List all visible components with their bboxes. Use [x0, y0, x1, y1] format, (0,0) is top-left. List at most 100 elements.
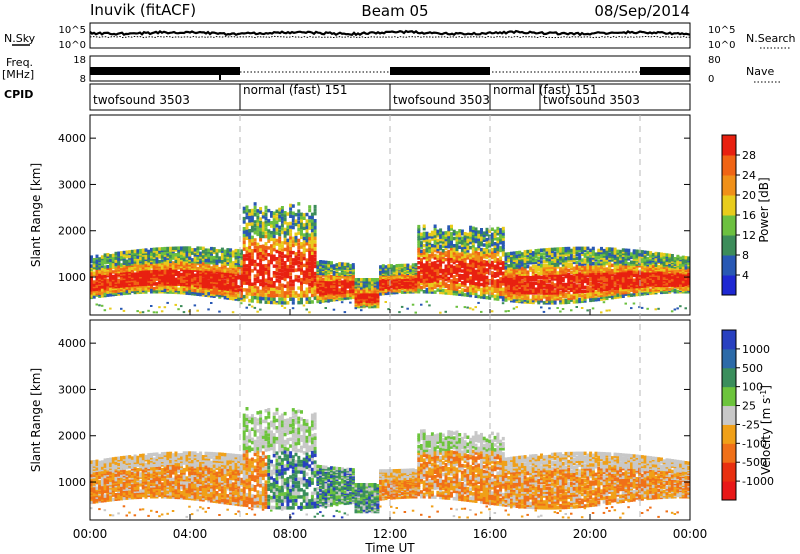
power-cell-4225: [567, 268, 571, 273]
power-cell-578: [152, 311, 156, 314]
power-cell-1801: [291, 240, 295, 244]
power-cell-1332: [237, 249, 241, 253]
power-cell-4567: [605, 256, 609, 260]
power-cell-4447: [591, 307, 595, 310]
power-cell-3127: [444, 246, 448, 251]
power-cell-4512: [600, 265, 603, 270]
power-cell-4514: [600, 261, 603, 266]
power-cell-4110: [553, 255, 557, 259]
power-cell-3830: [523, 294, 527, 299]
power-cell-4418: [589, 254, 593, 258]
power-cell-2703: [395, 266, 399, 270]
power-cell-1512: [259, 262, 263, 266]
power-cell-4202: [564, 264, 568, 269]
power-cell-4240: [570, 286, 573, 290]
power-cell-1851: [300, 294, 303, 298]
power-cell-3241: [458, 269, 462, 273]
power-cell-4496: [600, 295, 603, 299]
power-cell-58: [95, 266, 99, 270]
power-cell-4440: [591, 258, 595, 262]
power-cell-4768: [630, 288, 633, 292]
power-cell-1823: [294, 222, 298, 227]
power-cell-4426: [591, 288, 595, 293]
power-cell-2952: [425, 259, 429, 264]
power-cell-3453: [480, 240, 483, 244]
power-cell-4786: [630, 307, 633, 310]
power-cell-932: [193, 273, 197, 277]
power-cell-4702: [621, 277, 625, 281]
power-cell-3785: [518, 279, 522, 284]
power-cell-2999: [430, 277, 434, 281]
power-cell-1427: [248, 222, 252, 226]
power-cell-1498: [256, 219, 260, 223]
power-cell-1314: [237, 292, 241, 296]
power-cell-1325: [237, 263, 241, 267]
power-cell-1162: [218, 256, 222, 260]
power-cell-4132: [556, 257, 560, 261]
power-cell-1759: [286, 225, 290, 229]
power-cell-3384: [474, 292, 478, 296]
power-cell-3795: [518, 259, 522, 264]
power-cell-1939: [308, 219, 312, 223]
power-cell-4233: [567, 248, 571, 253]
power-cell-4316: [578, 274, 582, 278]
power-cell-1539: [261, 257, 265, 262]
power-cell-2070: [321, 260, 325, 264]
power-cell-1854: [300, 284, 303, 288]
power-cell-1344: [240, 276, 243, 280]
power-cell-2920: [422, 280, 426, 284]
power-cell-4765: [627, 252, 631, 256]
power-cell-698: [166, 259, 170, 264]
power-cell-4401: [589, 290, 593, 295]
power-cell-4084: [550, 255, 554, 260]
power-cell-1757: [286, 232, 290, 236]
power-cell-3071: [439, 274, 443, 279]
power-cell-1333: [240, 298, 243, 302]
power-cell-4379: [586, 287, 590, 291]
power-cell-3263: [460, 269, 464, 273]
power-cell-3757: [515, 285, 519, 289]
power-cell-4251: [570, 258, 573, 263]
power-cell-4645: [616, 295, 620, 299]
power-cell-2973: [428, 277, 432, 281]
power-cell-1132: [215, 268, 219, 272]
power-cell-2879: [417, 261, 421, 265]
power-cell-1541: [261, 251, 265, 255]
power-cell-40: [92, 258, 96, 262]
power-cell-3545: [490, 250, 494, 255]
power-cell-300: [122, 253, 126, 258]
power-cell-1622: [272, 290, 276, 295]
power-cell-1872: [300, 215, 303, 220]
power-cell-530: [147, 249, 151, 254]
power-cell-1396: [245, 236, 249, 240]
power-cell-2600: [384, 272, 388, 276]
power-cell-4085: [550, 253, 554, 258]
power-cell-1623: [272, 287, 276, 292]
power-cell-494: [144, 271, 148, 276]
power-cell-1965: [310, 228, 314, 233]
power-cell-2429: [362, 278, 366, 282]
power-cell-3016: [430, 230, 434, 235]
power-cell-1544: [261, 234, 265, 239]
power-cell-3827: [523, 300, 527, 304]
power-cell-1350: [240, 265, 243, 270]
power-cell-4089: [550, 301, 554, 304]
power-cell-3042: [436, 288, 440, 292]
power-cell-1840: [297, 238, 301, 243]
power-cell-4037: [548, 297, 552, 301]
power-cell-4492: [597, 252, 601, 256]
power-cell-3857: [526, 292, 530, 297]
power-cell-1710: [280, 223, 284, 228]
power-cell-4104: [553, 267, 557, 271]
power-cell-2688: [395, 281, 399, 286]
power-cell-1905: [305, 261, 309, 265]
power-cell-4000: [542, 269, 546, 274]
power-cell-4270: [572, 272, 576, 276]
power-cell-1571: [264, 216, 268, 221]
power-cell-1290: [234, 286, 238, 291]
power-cell-2209: [338, 272, 342, 276]
power-cell-1445: [250, 242, 254, 246]
power-cell-3921: [534, 297, 538, 301]
power-cell-1829: [297, 286, 301, 290]
